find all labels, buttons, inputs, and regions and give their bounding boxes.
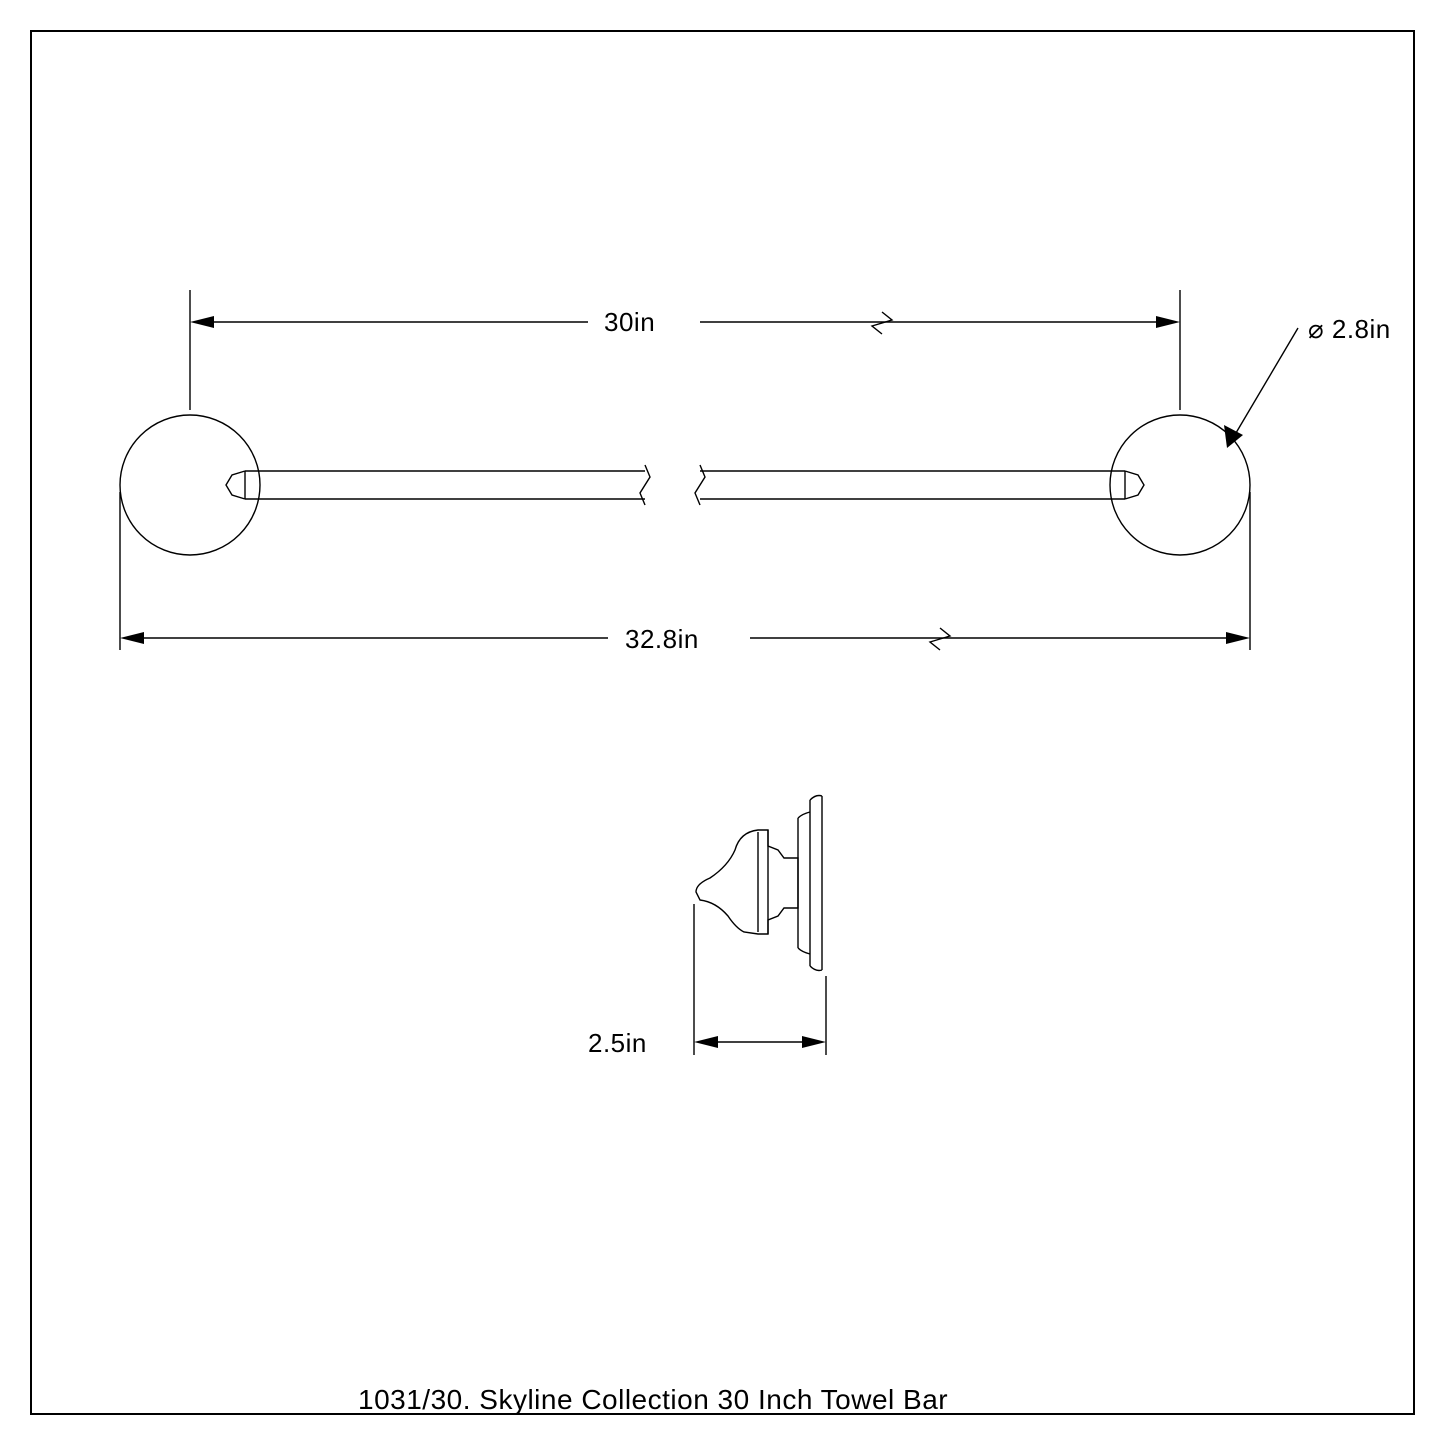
drawing-canvas: 30in 32.8in ⌀ 2.8in 2.5in 1031/30. Skyli… [0,0,1445,1445]
drawing-title: 1031/30. Skyline Collection 30 Inch Towe… [358,1384,948,1416]
dim-flange-diameter: ⌀ 2.8in [1308,314,1391,345]
side-view [696,796,822,971]
dim-overall-length: 32.8in [625,624,699,655]
technical-drawing [0,0,1445,1445]
dim-bar-length: 30in [604,307,655,338]
dim-projection: 2.5in [588,1028,647,1059]
left-flange-circle [120,415,260,555]
